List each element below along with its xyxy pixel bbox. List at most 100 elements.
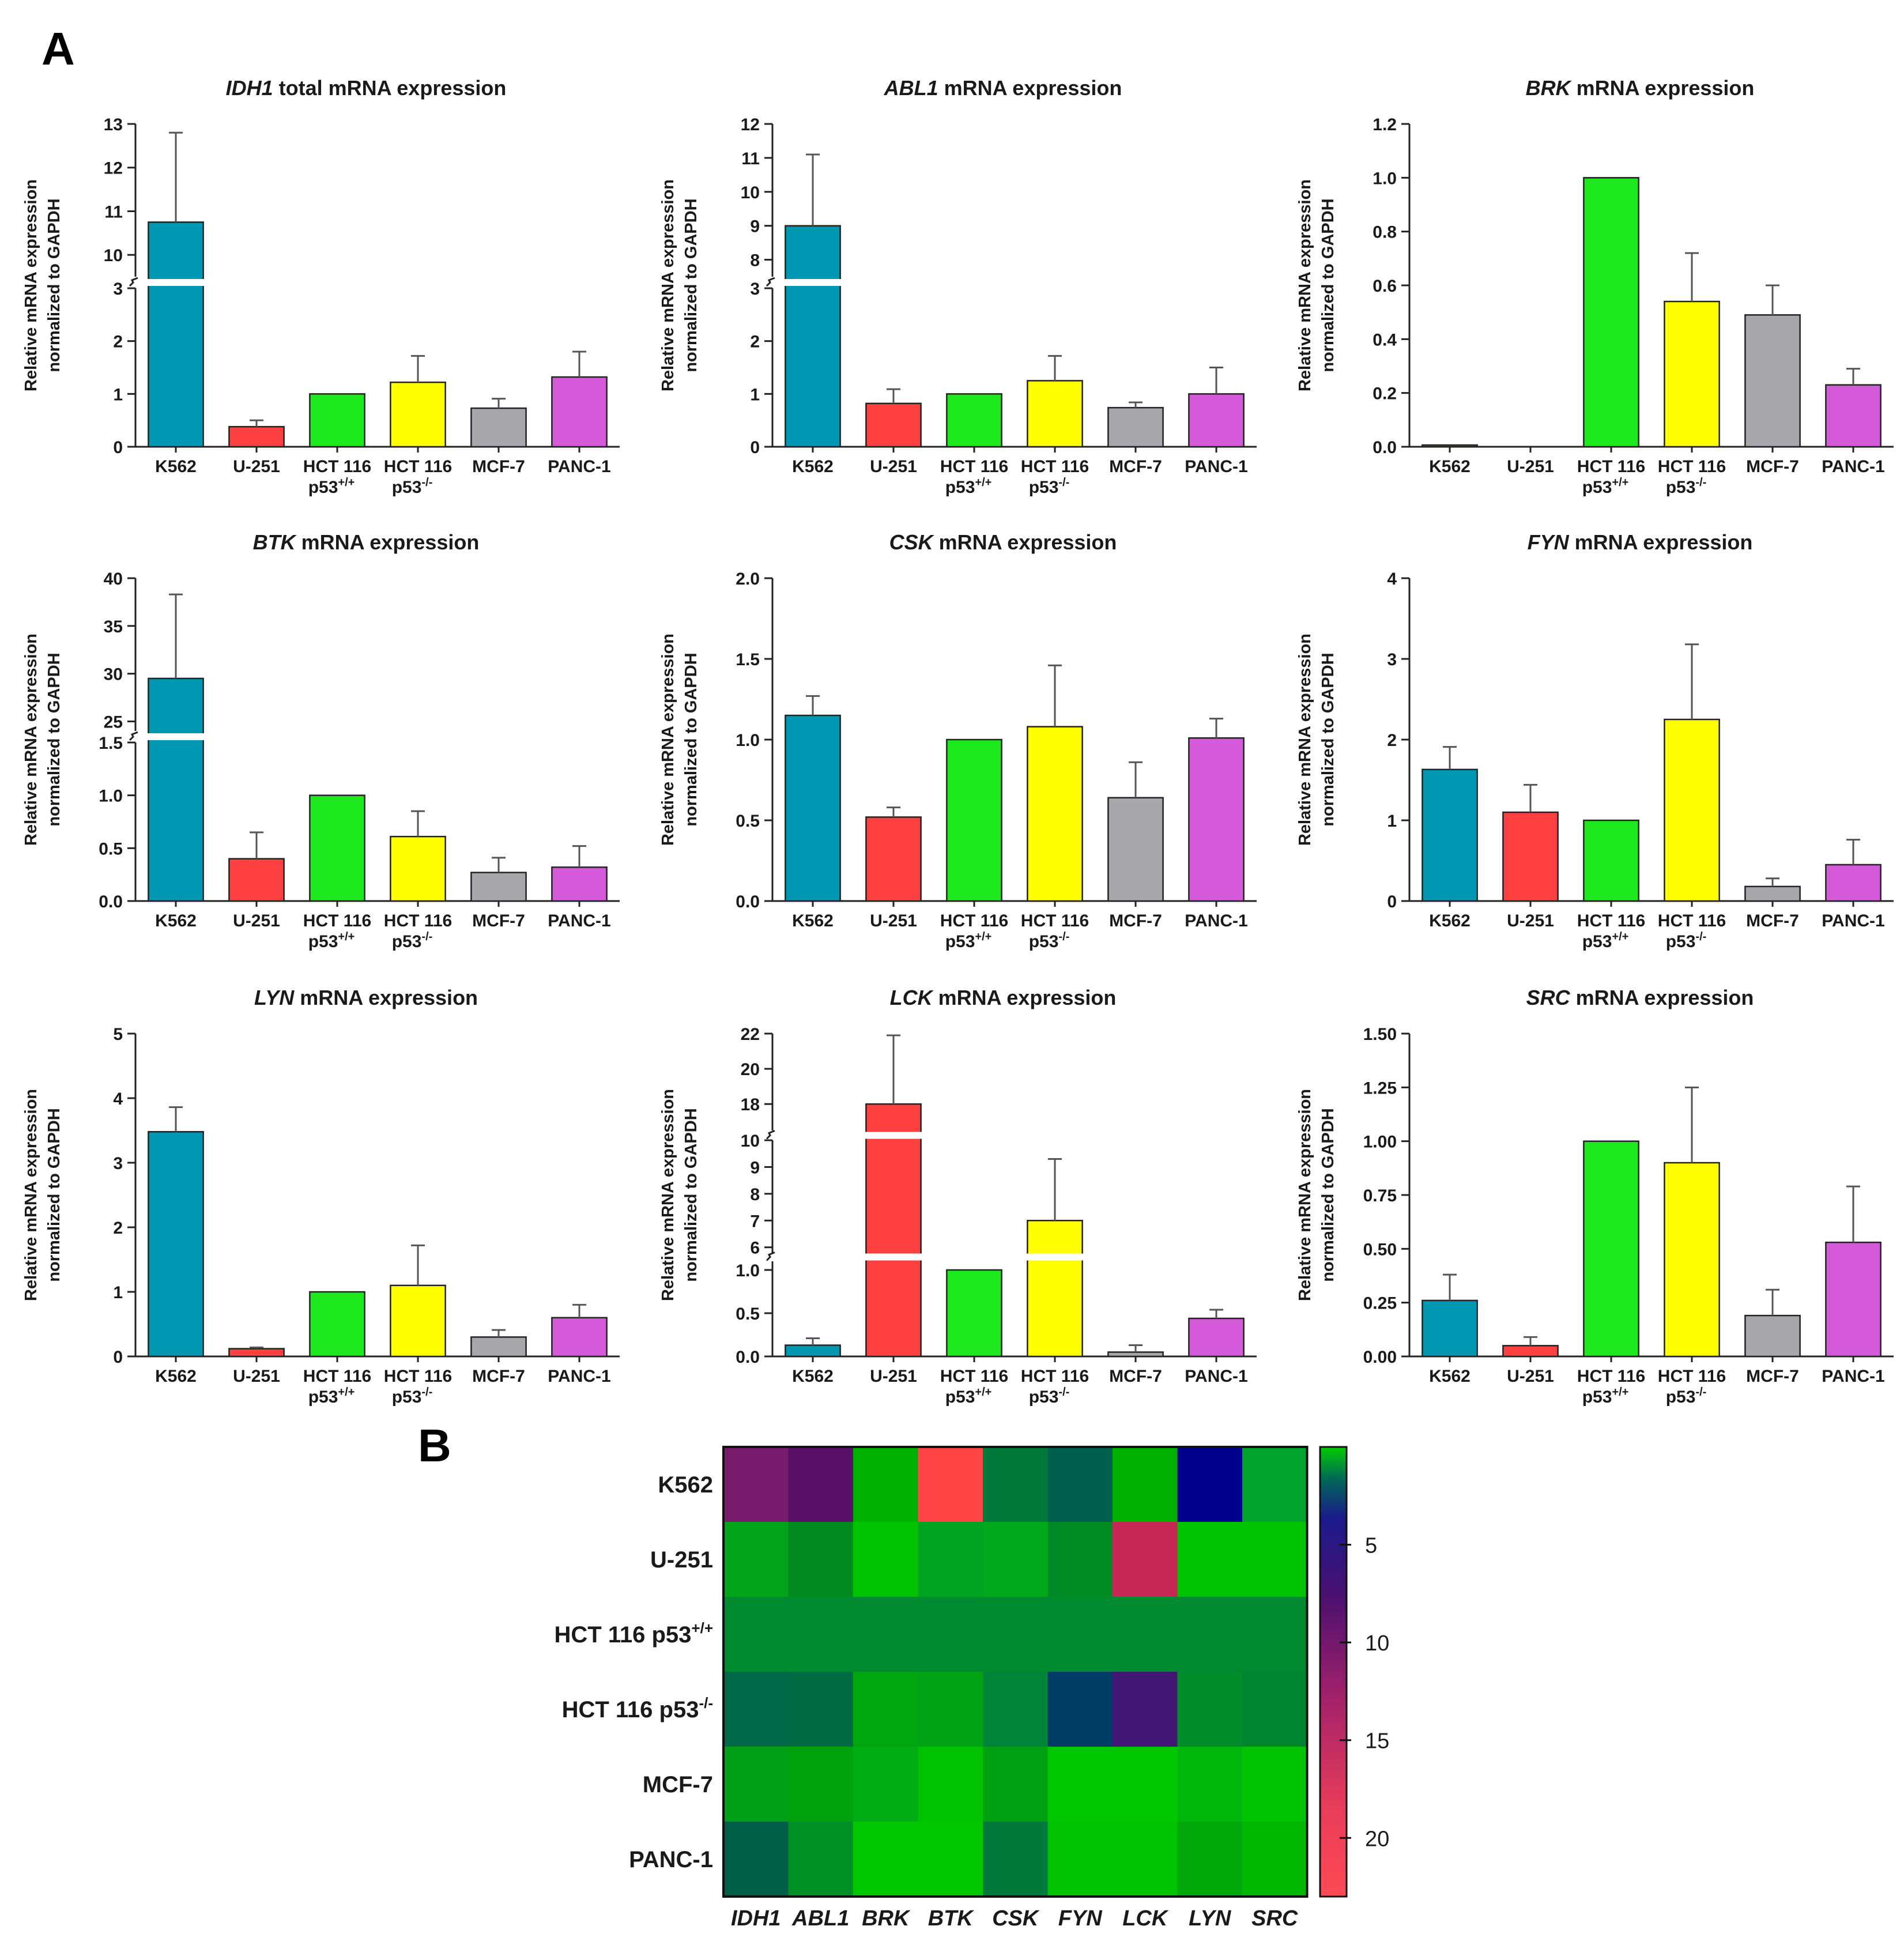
axis-break-mark xyxy=(766,277,775,287)
x-tick-label: p53+/+ xyxy=(308,476,355,497)
heatmap-cell xyxy=(1047,1822,1113,1897)
x-tick-label-superscript: +/+ xyxy=(338,930,355,943)
x-tick-label-superscript: +/+ xyxy=(975,930,991,943)
y-tick-label: 10 xyxy=(741,1132,760,1151)
y-tick-label: 12 xyxy=(104,159,123,178)
y-tick-label: 40 xyxy=(104,570,123,589)
heatmap-column-label: FYN xyxy=(1058,1906,1103,1931)
x-tick-label-main: p53 xyxy=(945,478,975,497)
row-label-main: HCT 116 p53 xyxy=(555,1622,692,1648)
y-tick-label: 1.2 xyxy=(1373,115,1397,134)
chart-title: SRC mRNA expression xyxy=(1526,986,1754,1009)
title-rest: mRNA expression xyxy=(1571,76,1755,100)
x-tick-label-superscript: -/- xyxy=(1058,930,1069,943)
colorbar xyxy=(1319,1446,1348,1898)
bar-panc-1 xyxy=(551,1317,608,1358)
x-tick-label-superscript: +/+ xyxy=(1612,930,1628,943)
bar-k562 xyxy=(785,714,841,902)
y-tick-label: 0.5 xyxy=(736,1305,760,1324)
x-tick-label: HCT 116 xyxy=(1021,911,1089,930)
x-tick-label: HCT 116 xyxy=(1577,457,1645,476)
y-tick-label: 0.00 xyxy=(1363,1348,1397,1367)
title-gene: CSK xyxy=(889,530,935,554)
panel-label-b: B xyxy=(418,1420,451,1471)
heatmap-column-label: CSK xyxy=(992,1906,1040,1931)
y-tick-label: 2.0 xyxy=(736,570,760,589)
y-axis-label: Relative mRNA expression xyxy=(22,179,40,391)
title-rest: mRNA expression xyxy=(938,76,1122,100)
bar-break-gap xyxy=(1026,1253,1084,1261)
bar-u-251 xyxy=(228,1348,285,1358)
y-tick-label: 0.0 xyxy=(1373,438,1397,457)
bar-hct-116-p53 xyxy=(1583,819,1639,902)
title-rest: mRNA expression xyxy=(1570,986,1754,1009)
bar-break-gap xyxy=(865,1132,922,1139)
bar-mcf-7 xyxy=(1744,1314,1801,1358)
heatmap-cell xyxy=(1177,1522,1243,1597)
heatmap-column-label: BTK xyxy=(928,1906,975,1931)
x-tick-label: K562 xyxy=(1429,1367,1471,1386)
chart-btk: BTK mRNA expression Relative mRNA express… xyxy=(22,530,620,951)
y-tick-label: 1.0 xyxy=(736,731,760,750)
y-axis-label: normalized to GAPDH xyxy=(1319,1108,1337,1281)
x-tick-label: PANC-1 xyxy=(1185,457,1247,476)
y-tick-label: 1.00 xyxy=(1363,1133,1397,1152)
title-gene: LYN xyxy=(254,986,295,1009)
bar-mcf-7 xyxy=(470,1336,527,1358)
y-tick-label: 2 xyxy=(750,333,760,352)
heatmap-cell xyxy=(1047,1522,1113,1597)
y-tick-label: 0.8 xyxy=(1373,223,1397,242)
y-tick-label: 11 xyxy=(104,202,123,221)
heatmap-cell xyxy=(1177,1672,1243,1747)
x-tick-label: PANC-1 xyxy=(1185,911,1247,930)
y-tick-label: 0.0 xyxy=(736,1348,760,1367)
bar-k562 xyxy=(1422,768,1478,902)
y-tick-label: 2 xyxy=(113,333,123,352)
heatmap-cell xyxy=(1242,1822,1307,1897)
x-tick-label: PANC-1 xyxy=(548,457,610,476)
heatmap-column-label: LYN xyxy=(1189,1906,1232,1931)
x-tick-label: p53-/- xyxy=(1029,930,1070,951)
chart-lyn: LYN mRNA expression Relative mRNA express… xyxy=(22,986,620,1407)
y-tick-label: 1.50 xyxy=(1363,1025,1397,1044)
x-tick-label-superscript: -/- xyxy=(421,1386,432,1399)
x-tick-label-main: p53 xyxy=(945,1388,975,1407)
x-tick-label-superscript: +/+ xyxy=(338,476,355,489)
x-tick-label-superscript: +/+ xyxy=(338,1386,355,1399)
heatmap-cell xyxy=(853,1822,918,1897)
bar-hct-116-p53 xyxy=(1664,300,1720,448)
y-axis-label: Relative mRNA expression xyxy=(1296,634,1314,846)
heatmap-cell xyxy=(788,1822,854,1897)
heatmap-cell xyxy=(788,1522,854,1597)
heatmap-row-label: HCT 116 p53+/+ xyxy=(555,1619,713,1648)
chart-idh1: IDH1 total mRNA expression Relative mRNA … xyxy=(22,76,620,497)
y-tick-label: 1.0 xyxy=(99,787,123,806)
heatmap-cell xyxy=(1047,1597,1113,1672)
x-tick-label-superscript: +/+ xyxy=(975,1386,991,1399)
heatmap-cell xyxy=(918,1672,983,1747)
bar-u-251 xyxy=(865,402,922,448)
heatmap-cell xyxy=(1047,1447,1113,1522)
heatmap-column-label: SRC xyxy=(1251,1906,1298,1931)
y-tick-label: 0.75 xyxy=(1363,1186,1397,1205)
x-tick-label: HCT 116 xyxy=(384,457,452,476)
x-tick-label: U-251 xyxy=(233,1367,280,1386)
y-tick-label: 0.50 xyxy=(1363,1240,1397,1259)
x-tick-label: HCT 116 xyxy=(303,1367,371,1386)
heatmap-row-label: K562 xyxy=(658,1472,713,1498)
x-tick-label: HCT 116 xyxy=(940,1367,1008,1386)
x-tick-label: p53-/- xyxy=(1666,476,1707,497)
heatmap-cell xyxy=(788,1672,854,1747)
x-tick-label: p53-/- xyxy=(392,476,433,497)
title-gene: BRK xyxy=(1526,76,1573,100)
x-tick-label: p53-/- xyxy=(1029,1386,1070,1407)
bar-panc-1 xyxy=(551,866,608,902)
heatmap-cell xyxy=(918,1597,983,1672)
y-axis-label: Relative mRNA expression xyxy=(22,634,40,846)
heatmap-cell xyxy=(1177,1747,1243,1822)
title-gene: IDH1 xyxy=(226,76,273,100)
bar-mcf-7 xyxy=(1107,797,1164,902)
colorbar-tick-label: 15 xyxy=(1365,1729,1389,1754)
x-tick-label-main: p53 xyxy=(1666,1388,1696,1407)
